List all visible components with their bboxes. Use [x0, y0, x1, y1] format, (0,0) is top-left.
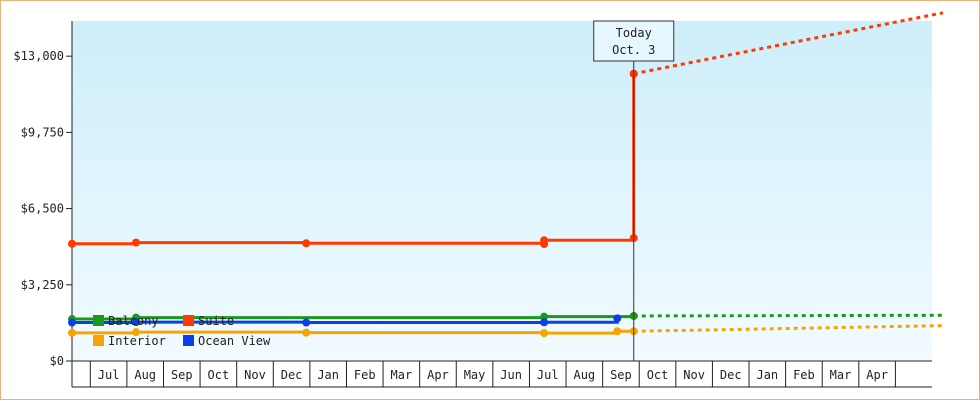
x-tick-label: Jul [98, 368, 120, 382]
data-point[interactable] [540, 236, 549, 245]
x-tick-label: Oct [208, 368, 230, 382]
legend-label: Interior [108, 334, 166, 348]
legend-swatch [93, 315, 104, 326]
data-point[interactable] [302, 328, 311, 337]
legend-item: Ocean View [183, 334, 271, 348]
x-tick-label: Jul [537, 368, 559, 382]
data-point[interactable] [68, 239, 76, 248]
series-projection [633, 324, 944, 333]
x-tick-label: Apr [866, 368, 888, 382]
legend-item: Balcony [93, 314, 159, 328]
data-point[interactable] [132, 318, 141, 327]
legend-swatch [183, 335, 194, 346]
series-layer [68, 11, 944, 338]
y-tick-label: $0 [50, 354, 64, 368]
data-point[interactable] [68, 328, 76, 337]
x-axis: Jul Aug Sep Oct Nov Dec Jan Feb Mar Apr May Jun Jul A… [71, 360, 932, 388]
data-point[interactable] [132, 328, 141, 337]
y-tick-label: $3,250 [21, 278, 64, 292]
legend-item: Interior [93, 334, 166, 348]
x-tick-label: Jan [317, 368, 339, 382]
x-tick-label: Mar [830, 368, 852, 382]
x-tick-label: Sep [171, 368, 193, 382]
x-tick-label: Sep [610, 368, 632, 382]
legend-label: Suite [198, 314, 234, 328]
x-tick-label: Dec [720, 368, 742, 382]
y-tick-label: $13,000 [13, 49, 64, 63]
y-tick-label: $6,500 [21, 202, 64, 216]
data-point[interactable] [540, 318, 549, 327]
y-tick-label: $9,750 [21, 125, 64, 139]
data-point[interactable] [132, 238, 141, 247]
legend-swatch [93, 335, 104, 346]
plot-background [72, 21, 932, 361]
legend-label: Balcony [108, 314, 159, 328]
legend-label: Ocean View [198, 334, 271, 348]
x-tick-label: Aug [134, 368, 156, 382]
today-box [593, 20, 675, 62]
legend-swatch [183, 315, 194, 326]
x-tick-label: Feb [354, 368, 376, 382]
data-point[interactable] [302, 239, 311, 248]
today-date: Oct. 3 [612, 43, 655, 57]
data-point[interactable] [540, 329, 549, 338]
data-point[interactable] [540, 312, 549, 321]
x-tick-label: May [464, 368, 486, 382]
x-tick-label: Mar [391, 368, 413, 382]
series-projection [633, 313, 943, 318]
data-point[interactable] [613, 327, 622, 336]
x-tick-label: Apr [427, 368, 449, 382]
legend: Balcony Suite Interior Ocean View [93, 314, 271, 348]
x-tick-label: Oct [647, 368, 669, 382]
x-tick-label: Aug [573, 368, 595, 382]
legend-item: Suite [183, 314, 234, 328]
today-label: Today [616, 26, 652, 40]
today-marker: Today Oct. 3 [593, 20, 675, 361]
y-axis: $0 $3,250 $6,500 $9,750 $13,000 [13, 21, 73, 368]
x-tick-label: Nov [683, 368, 705, 382]
x-tick-label: Jan [756, 368, 778, 382]
data-point[interactable] [302, 318, 311, 327]
data-point[interactable] [68, 318, 76, 327]
x-tick-label: Feb [793, 368, 815, 382]
x-tick-label: Dec [281, 368, 303, 382]
series-ocean-view [68, 314, 622, 327]
series-interior [68, 324, 944, 338]
data-point[interactable] [613, 314, 622, 323]
x-tick-label: Nov [244, 368, 266, 382]
x-tick-label: Jun [500, 368, 522, 382]
